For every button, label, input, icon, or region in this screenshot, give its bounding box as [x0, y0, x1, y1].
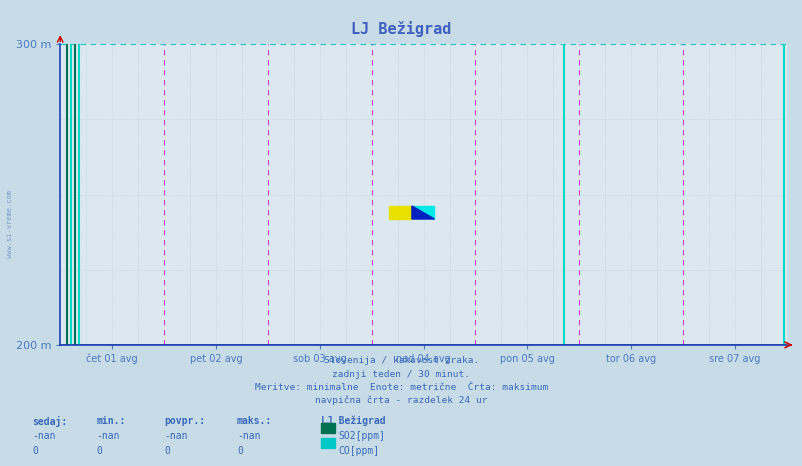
Text: -nan: -nan	[32, 431, 55, 441]
Text: povpr.:: povpr.:	[164, 416, 205, 425]
Text: LJ Bežigrad: LJ Bežigrad	[321, 416, 385, 426]
Text: LJ Bežigrad: LJ Bežigrad	[351, 21, 451, 37]
Text: zadnji teden / 30 minut.: zadnji teden / 30 minut.	[332, 370, 470, 378]
Text: maks.:: maks.:	[237, 416, 272, 425]
Text: sedaj:: sedaj:	[32, 416, 67, 427]
Text: www.si-vreme.com: www.si-vreme.com	[6, 190, 13, 258]
Text: SO2[ppm]: SO2[ppm]	[338, 431, 386, 441]
Text: 0: 0	[237, 446, 242, 456]
Text: -nan: -nan	[96, 431, 119, 441]
Text: navpična črta - razdelek 24 ur: navpična črta - razdelek 24 ur	[315, 396, 487, 405]
Text: Slovenija / kakovost zraka.: Slovenija / kakovost zraka.	[323, 356, 479, 365]
Text: -nan: -nan	[164, 431, 188, 441]
Text: -nan: -nan	[237, 431, 260, 441]
Text: 0: 0	[96, 446, 102, 456]
Text: CO[ppm]: CO[ppm]	[338, 446, 379, 456]
Text: 0: 0	[32, 446, 38, 456]
Text: min.:: min.:	[96, 416, 126, 425]
Text: Meritve: minimalne  Enote: metrične  Črta: maksimum: Meritve: minimalne Enote: metrične Črta:…	[254, 383, 548, 391]
Text: 0: 0	[164, 446, 170, 456]
